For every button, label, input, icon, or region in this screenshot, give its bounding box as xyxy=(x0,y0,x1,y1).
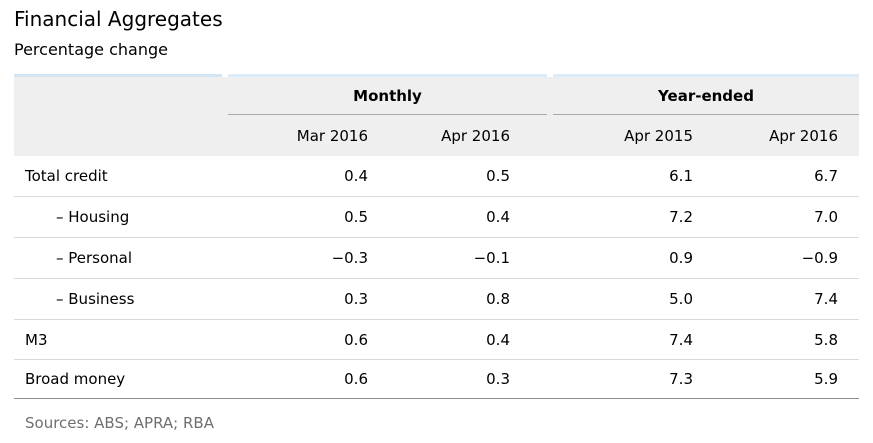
cell-value: −0.9 xyxy=(801,249,838,267)
cell-value: 0.4 xyxy=(486,330,510,349)
page-title: Financial Aggregates xyxy=(14,7,223,31)
cell-value: 7.0 xyxy=(814,208,838,226)
sources-note: Sources: ABS; APRA; RBA xyxy=(25,414,214,432)
column-header-mar-2016: Mar 2016 xyxy=(296,126,368,145)
group-header-year-ended: Year-ended xyxy=(553,77,859,115)
group-header-row: Monthly Year-ended xyxy=(14,77,859,115)
page-subtitle: Percentage change xyxy=(14,40,168,59)
row-label: – Personal xyxy=(56,249,133,267)
cell-value: 6.1 xyxy=(669,167,693,185)
cell-value: 0.3 xyxy=(486,370,510,388)
row-right-pad xyxy=(838,360,859,398)
row-right-pad xyxy=(838,238,859,278)
table-row: Total credit 0.4 0.5 6.1 6.7 xyxy=(14,156,859,197)
row-label: – Business xyxy=(56,290,135,308)
column-header-apr-2015: Apr 2015 xyxy=(624,126,693,145)
row-right-pad xyxy=(838,320,859,359)
cell-value: −0.1 xyxy=(473,249,510,267)
table-header: Monthly Year-ended Mar 2016 Apr 2016 Apr… xyxy=(14,77,859,156)
table-row: – Personal −0.3 −0.1 0.9 −0.9 xyxy=(14,238,859,279)
cell-value: 7.2 xyxy=(669,208,693,226)
cell-value: 7.4 xyxy=(814,290,838,308)
table-row: – Business 0.3 0.8 5.0 7.4 xyxy=(14,279,859,320)
row-label: Broad money xyxy=(25,370,126,388)
table-body: Total credit 0.4 0.5 6.1 6.7 – Housing 0.5 0.4 7… xyxy=(14,156,859,399)
column-header-row: Mar 2016 Apr 2016 Apr 2015 Apr 2016 xyxy=(14,115,859,156)
row-label: – Housing xyxy=(56,208,130,226)
cell-value: 0.5 xyxy=(344,208,368,226)
cell-value: 0.3 xyxy=(344,290,368,308)
column-header-right-pad xyxy=(838,115,859,156)
cell-value: 6.7 xyxy=(814,167,838,185)
group-header-spacer xyxy=(14,77,228,115)
table-row: – Housing 0.5 0.4 7.2 7.0 xyxy=(14,197,859,238)
cell-value: 0.6 xyxy=(344,330,368,349)
row-label: Total credit xyxy=(25,167,108,185)
cell-value: −0.3 xyxy=(331,249,368,267)
cell-value: 7.4 xyxy=(669,330,693,349)
row-right-pad xyxy=(838,279,859,319)
cell-value: 5.8 xyxy=(814,330,838,349)
cell-value: 0.6 xyxy=(344,370,368,388)
cell-value: 0.8 xyxy=(486,290,510,308)
column-header-spacer xyxy=(14,115,228,156)
strip-segment-year-ended xyxy=(553,74,859,77)
column-header-apr-2016-monthly: Apr 2016 xyxy=(441,126,510,145)
row-label: M3 xyxy=(25,330,48,349)
cell-value: 5.9 xyxy=(814,370,838,388)
cell-value: 0.5 xyxy=(486,167,510,185)
cell-value: 7.3 xyxy=(669,370,693,388)
table-row: M3 0.6 0.4 7.4 5.8 xyxy=(14,320,859,360)
group-header-monthly: Monthly xyxy=(228,77,547,115)
table-top-strip xyxy=(14,74,859,77)
cell-value: 0.4 xyxy=(486,208,510,226)
financial-aggregates-table: Monthly Year-ended Mar 2016 Apr 2016 Apr… xyxy=(14,74,859,399)
cell-value: 0.4 xyxy=(344,167,368,185)
table-row: Broad money 0.6 0.3 7.3 5.9 xyxy=(14,360,859,399)
column-header-apr-2016-year-ended: Apr 2016 xyxy=(769,126,838,145)
cell-value: 5.0 xyxy=(669,290,693,308)
row-right-pad xyxy=(838,156,859,196)
row-right-pad xyxy=(838,197,859,237)
cell-value: 0.9 xyxy=(669,249,693,267)
strip-segment-label xyxy=(14,74,222,77)
strip-segment-monthly xyxy=(228,74,547,77)
